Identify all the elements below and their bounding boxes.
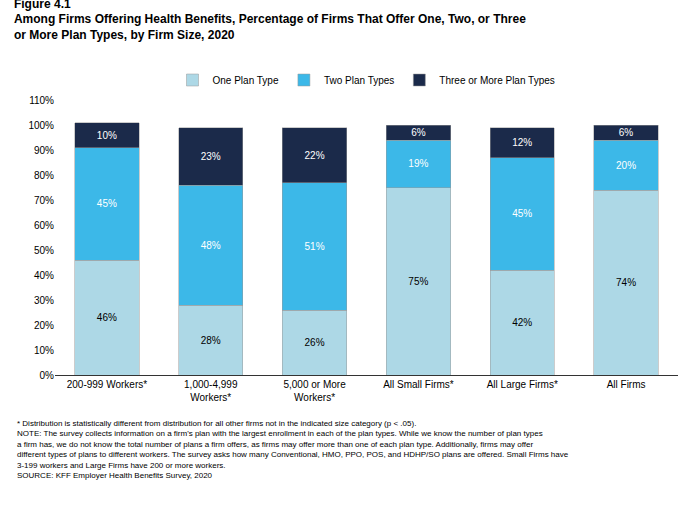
- svg-text:* Distribution is statisticall: * Distribution is statistically differen…: [17, 419, 569, 480]
- svg-text:42%: 42%: [512, 317, 532, 328]
- svg-text:6%: 6%: [619, 127, 634, 138]
- svg-text:30%: 30%: [34, 295, 54, 306]
- svg-text:100%: 100%: [28, 120, 54, 131]
- svg-text:12%: 12%: [512, 137, 532, 148]
- svg-text:51%: 51%: [305, 241, 325, 252]
- svg-text:110%: 110%: [29, 95, 54, 106]
- svg-text:10%: 10%: [97, 130, 117, 141]
- svg-text:All Firms: All Firms: [607, 379, 646, 390]
- svg-text:Three or More Plan Types: Three or More Plan Types: [439, 75, 554, 86]
- svg-text:60%: 60%: [34, 220, 54, 231]
- svg-text:40%: 40%: [34, 270, 54, 281]
- svg-text:28%: 28%: [201, 335, 221, 346]
- svg-text:200-999 Workers*: 200-999 Workers*: [67, 379, 148, 390]
- svg-text:45%: 45%: [97, 198, 117, 209]
- svg-text:80%: 80%: [34, 170, 54, 181]
- svg-text:Figure 4.1Among Firms Offering: Figure 4.1Among Firms Offering Health Be…: [14, 0, 526, 42]
- svg-text:All Large Firms*: All Large Firms*: [487, 379, 558, 390]
- svg-text:50%: 50%: [34, 245, 54, 256]
- svg-text:26%: 26%: [305, 337, 325, 348]
- svg-text:20%: 20%: [616, 160, 636, 171]
- svg-text:0%: 0%: [40, 370, 55, 381]
- svg-text:90%: 90%: [34, 145, 54, 156]
- svg-text:10%: 10%: [34, 345, 54, 356]
- svg-text:46%: 46%: [97, 312, 117, 323]
- svg-text:70%: 70%: [34, 195, 54, 206]
- svg-text:75%: 75%: [408, 276, 428, 287]
- svg-text:1,000-4,999Workers*: 1,000-4,999Workers*: [184, 379, 238, 403]
- svg-text:5,000 or MoreWorkers*: 5,000 or MoreWorkers*: [283, 379, 346, 403]
- svg-text:20%: 20%: [34, 320, 54, 331]
- svg-text:One Plan Type: One Plan Type: [213, 75, 279, 86]
- svg-text:45%: 45%: [512, 208, 532, 219]
- svg-text:74%: 74%: [616, 277, 636, 288]
- svg-text:All Small Firms*: All Small Firms*: [383, 379, 454, 390]
- svg-text:22%: 22%: [305, 150, 325, 161]
- svg-text:19%: 19%: [408, 158, 428, 169]
- svg-text:23%: 23%: [201, 151, 221, 162]
- svg-text:Two Plan Types: Two Plan Types: [324, 75, 394, 86]
- svg-text:6%: 6%: [411, 127, 426, 138]
- svg-text:48%: 48%: [201, 240, 221, 251]
